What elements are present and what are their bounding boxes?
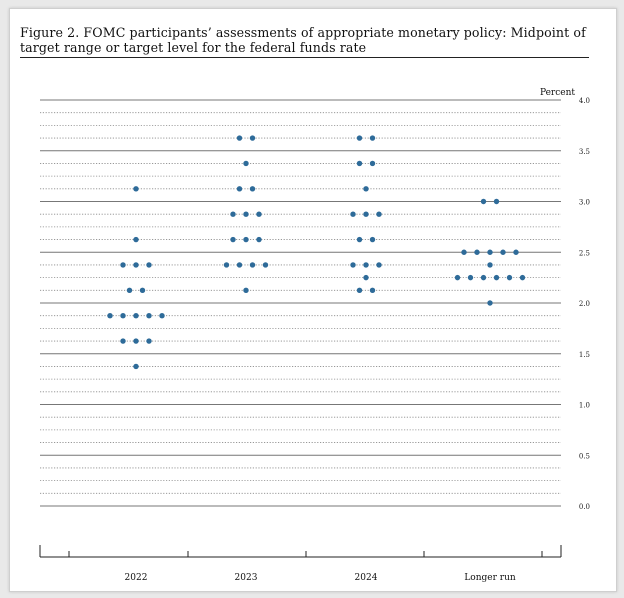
data-dot — [356, 287, 363, 294]
data-dot — [487, 262, 493, 268]
data-dot — [363, 274, 369, 281]
data-dot — [363, 186, 369, 192]
y-tick-label: 0.0 — [579, 503, 590, 511]
data-dot — [243, 236, 249, 243]
figure-panel: Figure 2. FOMC participants’ assessments… — [9, 8, 617, 592]
data-dot — [356, 135, 363, 141]
data-dot — [236, 135, 243, 141]
y-tick-label: 3.0 — [579, 199, 590, 207]
data-dot — [223, 262, 230, 268]
data-dot — [243, 211, 249, 217]
caption-rule — [20, 57, 589, 58]
data-dot — [230, 236, 236, 243]
y-tick-label: 4.0 — [579, 97, 590, 105]
data-dot — [146, 338, 152, 344]
data-dot — [369, 236, 376, 243]
x-tick-label: Longer run — [464, 573, 516, 583]
data-dot — [133, 338, 139, 344]
chart-gridlines — [40, 99, 561, 507]
x-tick-label: 2022 — [125, 573, 148, 583]
data-dot — [133, 236, 139, 243]
x-tick-label: 2023 — [235, 573, 258, 583]
data-dot — [236, 186, 243, 192]
data-dot — [487, 300, 493, 306]
data-dot — [126, 287, 133, 294]
y-tick-label: 1.5 — [579, 351, 590, 359]
data-dot — [363, 211, 369, 217]
chart-dots — [107, 135, 526, 370]
y-axis-label: Percent — [540, 88, 575, 98]
data-dot — [454, 274, 461, 281]
data-dot — [133, 262, 139, 268]
data-dot — [236, 262, 243, 268]
data-dot — [369, 287, 376, 294]
data-dot — [249, 135, 256, 141]
data-dot — [107, 312, 113, 319]
data-dot — [249, 262, 256, 268]
x-axis: 2022 2023 2024 Longer run — [39, 545, 562, 583]
y-axis-ticks: 4.0 3.5 3.0 2.5 2.0 1.5 1.0 0.5 0.0 — [579, 97, 590, 511]
data-dot — [519, 274, 526, 281]
data-dot — [120, 262, 126, 268]
x-tick-label: 2024 — [355, 573, 378, 583]
data-dot — [249, 186, 256, 192]
data-dot — [256, 211, 262, 217]
data-dot — [513, 249, 519, 255]
data-dot — [230, 211, 236, 217]
data-dot — [369, 160, 376, 167]
data-dot — [500, 249, 506, 255]
y-tick-label: 1.0 — [579, 402, 590, 410]
data-dot — [256, 236, 262, 243]
data-dot — [461, 249, 467, 255]
data-dot — [350, 211, 356, 217]
data-dot — [146, 262, 152, 268]
data-dot — [133, 312, 139, 319]
data-dot — [159, 312, 165, 319]
data-dot — [493, 198, 500, 205]
data-dot — [480, 198, 487, 205]
data-dot — [139, 287, 146, 294]
data-dot — [120, 338, 126, 344]
figure-caption: Figure 2. FOMC participants’ assessments… — [20, 25, 586, 55]
data-dot — [350, 262, 356, 268]
data-dot — [467, 274, 474, 281]
data-dot — [243, 160, 249, 167]
data-dot — [120, 312, 126, 319]
dot-plot-chart: 4.0 3.5 3.0 2.5 2.0 1.5 1.0 0.5 0.0 Percent 2022… — [39, 88, 590, 583]
y-tick-label: 3.5 — [579, 148, 590, 156]
data-dot — [243, 287, 249, 294]
data-dot — [356, 236, 363, 243]
data-dot — [369, 135, 376, 141]
data-dot — [493, 274, 500, 281]
data-dot — [262, 262, 269, 268]
y-tick-label: 2.0 — [579, 300, 590, 308]
y-tick-label: 2.5 — [579, 249, 590, 257]
data-dot — [146, 312, 152, 319]
data-dot — [363, 262, 369, 268]
data-dot — [133, 186, 139, 192]
data-dot — [487, 249, 493, 255]
data-dot — [376, 262, 382, 268]
data-dot — [474, 249, 480, 255]
data-dot — [356, 160, 363, 167]
data-dot — [480, 274, 487, 281]
data-dot — [376, 211, 382, 217]
data-dot — [133, 363, 139, 370]
data-dot — [506, 274, 513, 281]
y-tick-label: 0.5 — [579, 452, 590, 460]
